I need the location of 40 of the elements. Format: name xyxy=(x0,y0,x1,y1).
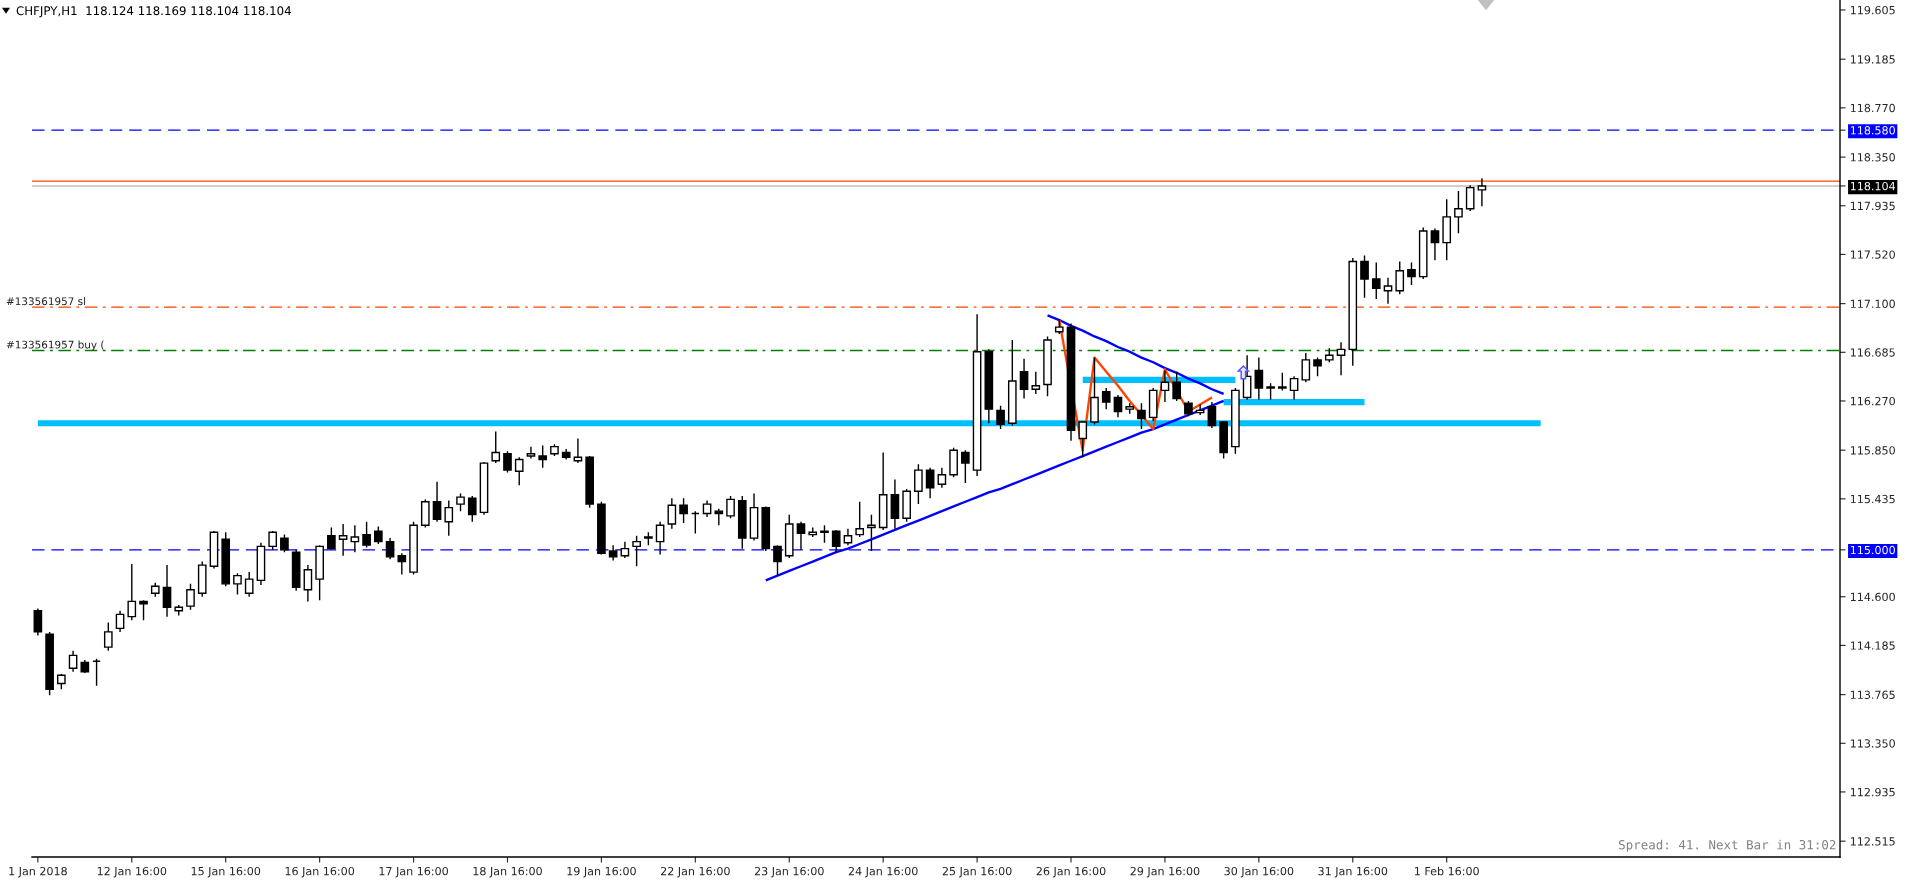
chart-title: CHFJPY,H1 118.124 118.169 118.104 118.104 xyxy=(16,6,291,18)
x-tick-label: 22 Jan 16:00 xyxy=(660,866,730,878)
y-tick-label: 112.515 xyxy=(1850,837,1895,846)
y-tick-label: 116.270 xyxy=(1850,396,1895,406)
y-tick-label: 119.185 xyxy=(1850,55,1895,64)
x-tick-label: 24 Jan 16:00 xyxy=(848,866,918,878)
y-tick-label: 116.685 xyxy=(1850,348,1895,357)
x-tick-label: 15 Jan 16:00 xyxy=(191,866,261,878)
x-tick-label: 1 Feb 16:00 xyxy=(1415,866,1479,876)
ref-line-label: #133561957 sl xyxy=(6,297,86,306)
y-tick-label: 113.350 xyxy=(1850,739,1895,748)
y-tick-label: 119.605 xyxy=(1850,5,1895,15)
x-tick-label: 17 Jan 16:00 xyxy=(379,866,448,878)
x-tick-label: 19 Jan 16:00 xyxy=(567,866,636,878)
x-tick-label: 16 Jan 16:00 xyxy=(285,866,355,878)
annotation: Spread: 41. Next Bar in 31:02 xyxy=(1619,839,1836,852)
x-tick-label: 26 Jan 16:00 xyxy=(1036,866,1106,878)
y-tick-label: 118.580 xyxy=(1850,126,1895,135)
y-tick-label: 118.104 xyxy=(1850,181,1896,191)
y-tick-label: 115.850 xyxy=(1850,446,1895,455)
y-tick-label: 117.520 xyxy=(1850,250,1895,259)
x-tick-label: 29 Jan 16:00 xyxy=(1130,866,1200,878)
x-tick-label: 12 Jan 16:00 xyxy=(97,866,167,878)
ref-line-label: #133561957 buy ( xyxy=(6,340,104,351)
x-tick-label: 30 Jan 16:00 xyxy=(1224,866,1294,878)
x-tick-label: 25 Jan 16:00 xyxy=(942,866,1012,878)
y-tick-label: 114.185 xyxy=(1850,641,1895,650)
x-tick-label: 23 Jan 16:00 xyxy=(754,866,824,878)
y-tick-label: 115.435 xyxy=(1850,494,1895,504)
y-tick-label: 118.770 xyxy=(1850,103,1895,113)
x-tick-label: 31 Jan 16:00 xyxy=(1318,866,1388,878)
x-tick-label: 1 Jan 2018 xyxy=(9,866,67,878)
y-tick-label: 115.000 xyxy=(1850,545,1895,555)
y-tick-label: 117.935 xyxy=(1850,201,1895,211)
y-tick-label: 118.350 xyxy=(1850,153,1895,162)
y-tick-label: 114.600 xyxy=(1850,592,1895,602)
x-tick-label: 18 Jan 16:00 xyxy=(473,866,542,878)
y-tick-label: 112.935 xyxy=(1850,787,1895,797)
y-tick-label: 117.100 xyxy=(1850,299,1895,309)
y-tick-label: 113.765 xyxy=(1850,690,1895,700)
